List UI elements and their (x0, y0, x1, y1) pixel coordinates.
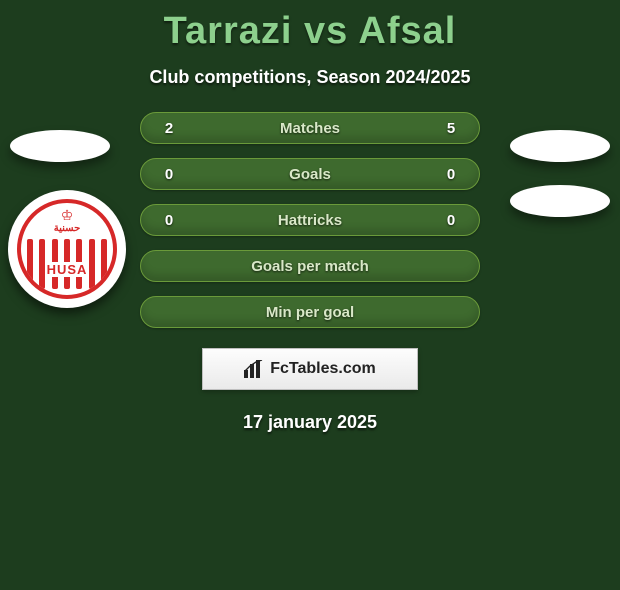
stat-label: Hattricks (181, 212, 439, 229)
stat-row-min-per-goal: Min per goal (140, 296, 480, 328)
club-code: HUSA (45, 262, 90, 277)
player-right-pill-2 (510, 185, 610, 217)
club-badge: ♔ حسنية HUSA (8, 190, 126, 308)
date-line: 17 january 2025 (0, 412, 620, 433)
stat-row-goals: 0 Goals 0 (140, 158, 480, 190)
player-left-pill (10, 130, 110, 162)
stat-left-value: 2 (157, 120, 181, 137)
page-title: Tarrazi vs Afsal (0, 10, 620, 53)
stat-right-value: 0 (439, 166, 463, 183)
brand-box[interactable]: FcTables.com (202, 348, 418, 390)
stat-label: Goals (181, 166, 439, 183)
stat-row-matches: 2 Matches 5 (140, 112, 480, 144)
stat-row-hattricks: 0 Hattricks 0 (140, 204, 480, 236)
club-badge-inner: ♔ حسنية HUSA (17, 199, 117, 299)
stat-left-value: 0 (157, 212, 181, 229)
player-right-pill (510, 130, 610, 162)
competition-subtitle: Club competitions, Season 2024/2025 (0, 67, 620, 88)
stat-label: Goals per match (181, 258, 439, 275)
stat-right-value: 0 (439, 212, 463, 229)
brand-name: FcTables.com (270, 360, 376, 378)
stat-right-value: 5 (439, 120, 463, 137)
stat-label: Matches (181, 120, 439, 137)
bar-chart-icon (244, 360, 264, 378)
stat-left-value: 0 (157, 166, 181, 183)
crown-icon: ♔ (61, 207, 74, 224)
club-arabic-text: حسنية (54, 223, 81, 234)
stat-row-goals-per-match: Goals per match (140, 250, 480, 282)
stat-label: Min per goal (181, 304, 439, 321)
